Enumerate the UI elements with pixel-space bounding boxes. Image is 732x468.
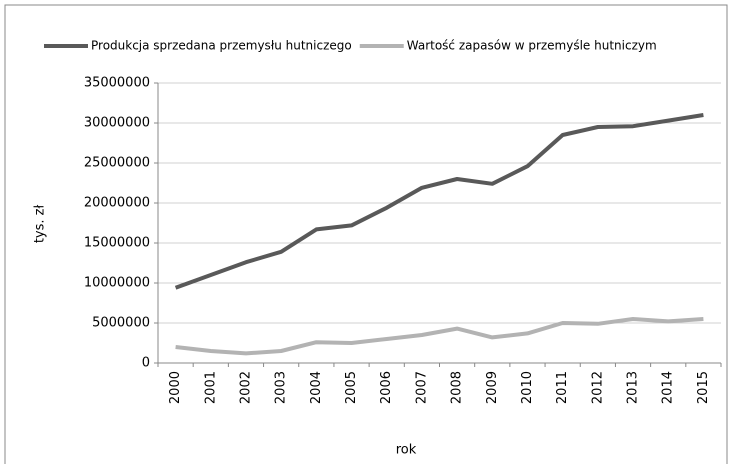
series-line (175, 317, 704, 356)
x-axis-title: rok (396, 443, 417, 458)
x-tick-label: 2015 (696, 371, 711, 404)
x-tick-label: 2008 (450, 371, 465, 404)
x-tick-label: 2005 (344, 371, 359, 404)
series-line (174, 113, 704, 290)
x-tick-label: 2009 (485, 371, 500, 404)
x-tick-label: 2000 (168, 371, 183, 404)
x-tick-label: 2014 (661, 371, 676, 404)
y-tick-label: 25000000 (84, 156, 150, 171)
y-axis-title: tys. zł (33, 205, 48, 244)
y-tick-label: 35000000 (84, 76, 150, 91)
y-tick-label: 30000000 (84, 116, 150, 131)
y-tick-label: 10000000 (84, 276, 150, 291)
y-tick-label: 20000000 (84, 196, 150, 211)
x-tick-label: 2002 (238, 371, 253, 404)
x-tick-label: 2007 (414, 371, 429, 404)
x-tick-label: 2012 (590, 371, 605, 404)
x-tick-label: 2006 (379, 371, 394, 404)
y-tick-label: 15000000 (84, 236, 150, 251)
legend-label: Produkcja sprzedana przemysłu hutniczego (91, 39, 352, 53)
frame (4, 4, 728, 468)
x-tick-label: 2004 (309, 371, 324, 404)
x-tick-label: 2003 (274, 371, 289, 404)
x-tick-label: 2010 (520, 371, 535, 404)
x-tick-label: 2011 (555, 371, 570, 404)
y-tick-label: 0 (142, 356, 150, 371)
x-tick-label: 2001 (203, 371, 218, 404)
y-tick-label: 5000000 (92, 316, 150, 331)
legend-label: Wartość zapasów w przemyśle hutniczym (407, 39, 657, 53)
x-tick-label: 2013 (626, 371, 641, 404)
